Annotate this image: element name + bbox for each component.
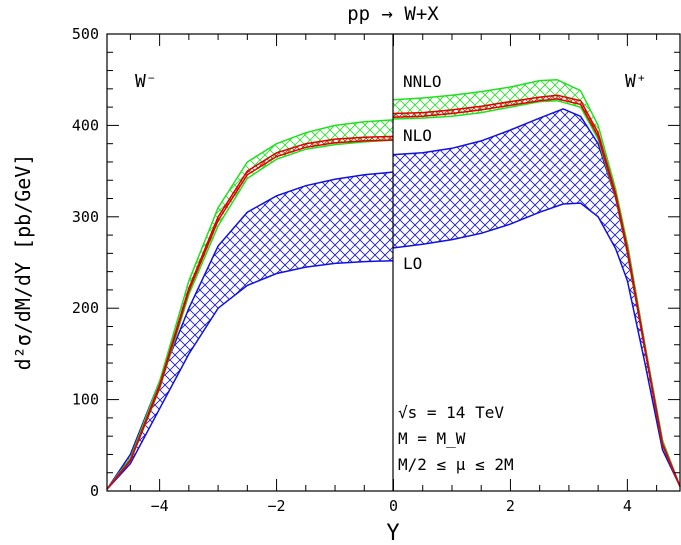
line-nnlo-lower-right — [393, 98, 681, 487]
annotation-scale-range: M/2 ≤ μ ≤ 2M — [398, 455, 514, 474]
y-tick-label: 100 — [72, 391, 99, 409]
series-label-lo: LO — [403, 254, 422, 273]
line-nlo-upper-left — [106, 119, 394, 490]
annotation-sqrt-s: √s = 14 TeV — [398, 403, 504, 422]
y-tick-label: 300 — [72, 208, 99, 226]
line-nnlo-lower-left — [106, 139, 394, 490]
x-tick-label: −2 — [268, 497, 286, 515]
y-axis-label: d²σ/dM/dY [pb/GeV] — [11, 154, 35, 371]
band-lo-right — [393, 108, 680, 487]
panel-label-w-plus: W⁺ — [625, 71, 647, 92]
band-nlo-left — [107, 119, 394, 490]
uncertainty-bands — [107, 79, 680, 490]
series-label-nlo: NLO — [403, 126, 432, 145]
y-tick-label: 400 — [72, 116, 99, 134]
x-tick-label: 0 — [389, 497, 398, 515]
series-label-nnlo: NNLO — [403, 72, 442, 91]
x-tick-labels: −4 −2 0 2 4 — [151, 497, 632, 515]
y-tick-label: 500 — [72, 25, 99, 43]
line-lo-lower-left — [106, 259, 394, 490]
axis-ticks — [107, 33, 680, 492]
line-nnlo-upper-left — [106, 135, 394, 490]
chart-title: pp → W+X — [347, 3, 439, 25]
annotation-mass: M = M_W — [398, 429, 466, 448]
line-lo-lower-right — [393, 202, 681, 487]
x-tick-label: 2 — [506, 497, 515, 515]
y-tick-label: 0 — [90, 482, 99, 500]
x-axis-label: Y — [386, 521, 399, 545]
y-tick-labels: 0 100 200 300 400 500 — [72, 25, 99, 500]
panel-label-w-minus: W⁻ — [135, 71, 157, 92]
x-tick-label: −4 — [151, 497, 169, 515]
band-lo-left — [107, 172, 394, 490]
x-tick-label: 4 — [623, 497, 632, 515]
y-tick-label: 200 — [72, 299, 99, 317]
band-edge-lines — [106, 78, 681, 490]
